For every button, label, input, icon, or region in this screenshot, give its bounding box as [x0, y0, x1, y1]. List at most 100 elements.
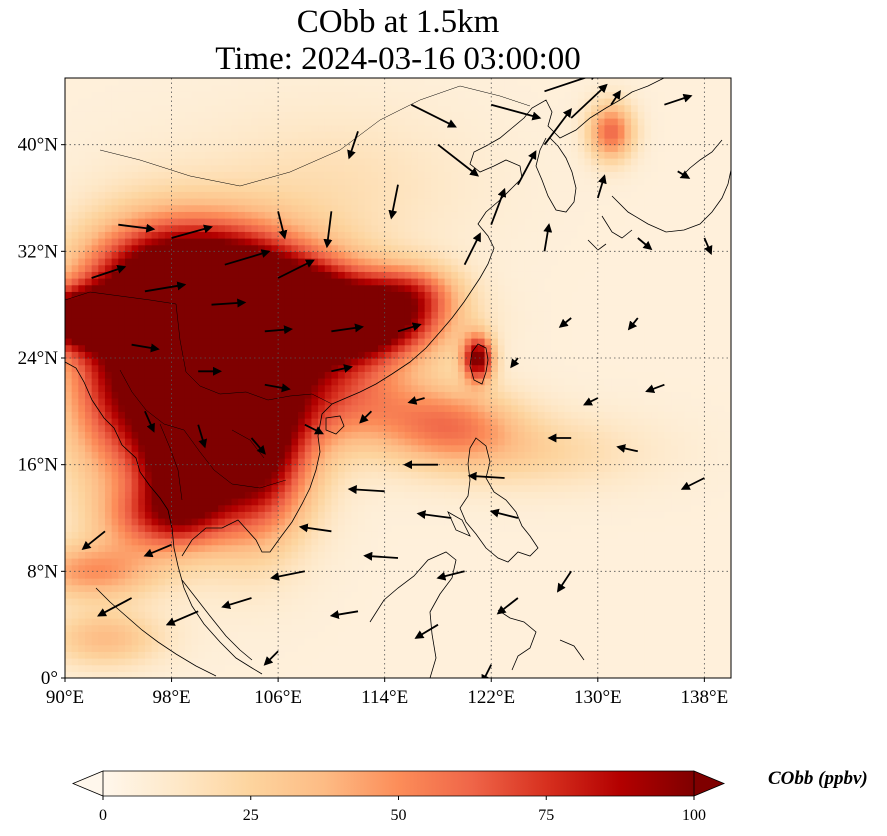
- field-cell: [138, 458, 146, 466]
- field-cell: [717, 618, 725, 626]
- field-cell: [711, 504, 719, 512]
- field-cell: [477, 464, 486, 472]
- field-cell: [231, 424, 239, 432]
- field-cell: [411, 624, 419, 632]
- field-cell: [697, 458, 705, 466]
- field-cell: [198, 371, 206, 379]
- field-cell: [298, 344, 306, 352]
- field-cell: [118, 424, 126, 432]
- field-cell: [358, 571, 366, 579]
- field-cell: [591, 344, 599, 352]
- field-cell: [224, 411, 233, 419]
- field-cell: [71, 591, 79, 599]
- field-cell: [91, 384, 99, 392]
- field-cell: [324, 651, 332, 659]
- field-cell: [304, 638, 313, 646]
- field-cell: [71, 371, 79, 379]
- field-cell: [411, 598, 419, 606]
- field-cell: [557, 418, 566, 426]
- field-cell: [358, 398, 366, 406]
- field-cell: [238, 591, 246, 599]
- field-cell: [398, 624, 406, 632]
- field-cell: [244, 404, 253, 412]
- field-cell: [477, 351, 486, 359]
- field-cell: [65, 358, 73, 366]
- field-cell: [651, 551, 659, 559]
- field-cell: [717, 631, 725, 639]
- field-cell: [91, 604, 99, 612]
- field-cell: [531, 384, 539, 392]
- field-cell: [211, 658, 219, 666]
- field-cell: [591, 384, 599, 392]
- field-cell: [451, 478, 459, 486]
- field-cell: [338, 518, 346, 526]
- field-cell: [118, 671, 126, 678]
- field-cell: [131, 431, 139, 439]
- field-cell: [71, 664, 79, 672]
- field-cell: [497, 384, 506, 392]
- field-cell: [577, 578, 586, 586]
- field-cell: [504, 471, 512, 479]
- field-cell: [324, 398, 332, 406]
- field-cell: [191, 578, 199, 586]
- field-cell: [278, 498, 286, 506]
- field-cell: [597, 391, 606, 399]
- field-cell: [198, 491, 206, 499]
- field-cell: [324, 364, 332, 372]
- field-cell: [457, 644, 466, 652]
- field-cell: [191, 598, 199, 606]
- field-cell: [604, 584, 612, 592]
- field-cell: [98, 358, 106, 366]
- field-cell: [504, 658, 512, 666]
- field-cell: [171, 404, 179, 412]
- field-cell: [98, 544, 106, 552]
- field-cell: [131, 504, 139, 512]
- field-cell: [204, 391, 213, 399]
- field-cell: [244, 644, 253, 652]
- field-cell: [524, 438, 532, 446]
- field-cell: [457, 424, 466, 432]
- field-cell: [304, 484, 313, 492]
- field-cell: [364, 658, 372, 666]
- field-cell: [224, 624, 233, 632]
- field-cell: [684, 391, 692, 399]
- field-cell: [691, 658, 699, 666]
- field-cell: [324, 591, 332, 599]
- field-cell: [704, 518, 712, 526]
- field-cell: [151, 411, 159, 419]
- field-cell: [271, 611, 279, 619]
- field-cell: [417, 378, 426, 386]
- field-cell: [164, 518, 173, 526]
- field-cell: [391, 571, 399, 579]
- field-cell: [111, 398, 119, 406]
- field-cell: [298, 371, 306, 379]
- field-cell: [91, 391, 99, 399]
- field-cell: [504, 604, 512, 612]
- field-cell: [651, 484, 659, 492]
- field-cell: [451, 531, 459, 539]
- field-cell: [238, 631, 246, 639]
- field-cell: [451, 471, 459, 479]
- plot-title-line-2: Time: 2024-03-16 03:00:00: [215, 41, 581, 77]
- field-cell: [398, 631, 406, 639]
- field-cell: [244, 424, 253, 432]
- field-cell: [251, 651, 259, 659]
- field-cell: [637, 444, 646, 452]
- field-cell: [597, 564, 606, 572]
- field-cell: [224, 451, 233, 459]
- field-cell: [351, 344, 359, 352]
- field-cell: [118, 591, 126, 599]
- field-cell: [171, 471, 179, 479]
- field-cell: [271, 598, 279, 606]
- field-cell: [677, 351, 685, 359]
- field-cell: [311, 664, 319, 672]
- field-cell: [204, 438, 213, 446]
- field-cell: [484, 491, 492, 499]
- field-cell: [504, 644, 512, 652]
- field-cell: [284, 444, 293, 452]
- field-cell: [398, 531, 406, 539]
- field-cell: [484, 458, 492, 466]
- field-cell: [444, 411, 452, 419]
- field-cell: [371, 391, 379, 399]
- field-cell: [477, 498, 486, 506]
